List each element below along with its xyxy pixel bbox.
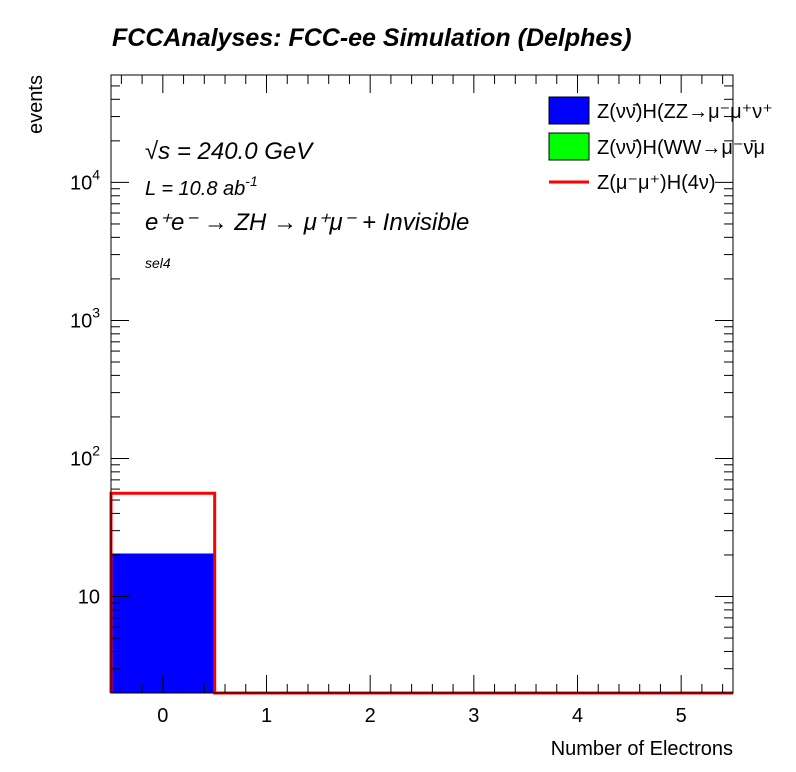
sqrt-s-annotation: √s = 240.0 GeV xyxy=(145,138,314,165)
lumi-base: L = 10.8 ab xyxy=(145,178,245,200)
x-axis-label: Number of Electrons xyxy=(551,738,733,760)
lumi-exponent: -1 xyxy=(245,173,257,189)
legend-swatch-ww xyxy=(548,132,590,161)
x-tick-label: 1 xyxy=(261,705,272,727)
bar-0-0 xyxy=(111,553,215,693)
y-tick-labels: 10 102 103 104 xyxy=(70,166,100,608)
x-tick-label: 3 xyxy=(468,705,479,727)
legend-label-ww: Z(νν̄)H(WW→μ⁻ν̄μ xyxy=(597,137,765,159)
axis-ticks xyxy=(111,74,733,694)
lumi-annotation: L = 10.8 ab-1 xyxy=(145,173,258,200)
plot-frame xyxy=(110,74,734,694)
process-annotation: e⁺e⁻ → ZH → μ⁺μ⁻ + Invisible xyxy=(145,209,469,236)
x-tick-label: 2 xyxy=(365,705,376,727)
y-tick-label: 103 xyxy=(70,304,100,332)
x-tick-label: 5 xyxy=(676,705,687,727)
y-tick-label: 104 xyxy=(70,166,100,194)
legend-label-mumu: Z(μ⁻μ⁺)H(4ν) xyxy=(597,172,716,194)
y-tick-label: 10 xyxy=(78,587,100,609)
y-axis-label: events xyxy=(25,75,47,134)
legend-label-zz: Z(νν̄)H(ZZ→μ⁻μ⁺ν⁺ xyxy=(597,101,773,123)
legend-swatch-zz xyxy=(548,96,590,125)
selection-annotation: sel4 xyxy=(145,255,171,271)
x-tick-label: 4 xyxy=(572,705,583,727)
legend: Z(νν̄)H(ZZ→μ⁻μ⁺ν⁺ Z(νν̄)H(WW→μ⁻ν̄μ Z(μ⁻μ… xyxy=(548,96,773,194)
chart-title: FCCAnalyses: FCC-ee Simulation (Delphes) xyxy=(112,24,632,52)
histograms xyxy=(109,491,733,695)
y-tick-label: 102 xyxy=(70,442,100,470)
x-tick-labels: 0 1 2 3 4 5 xyxy=(157,705,686,727)
x-tick-label: 0 xyxy=(157,705,168,727)
